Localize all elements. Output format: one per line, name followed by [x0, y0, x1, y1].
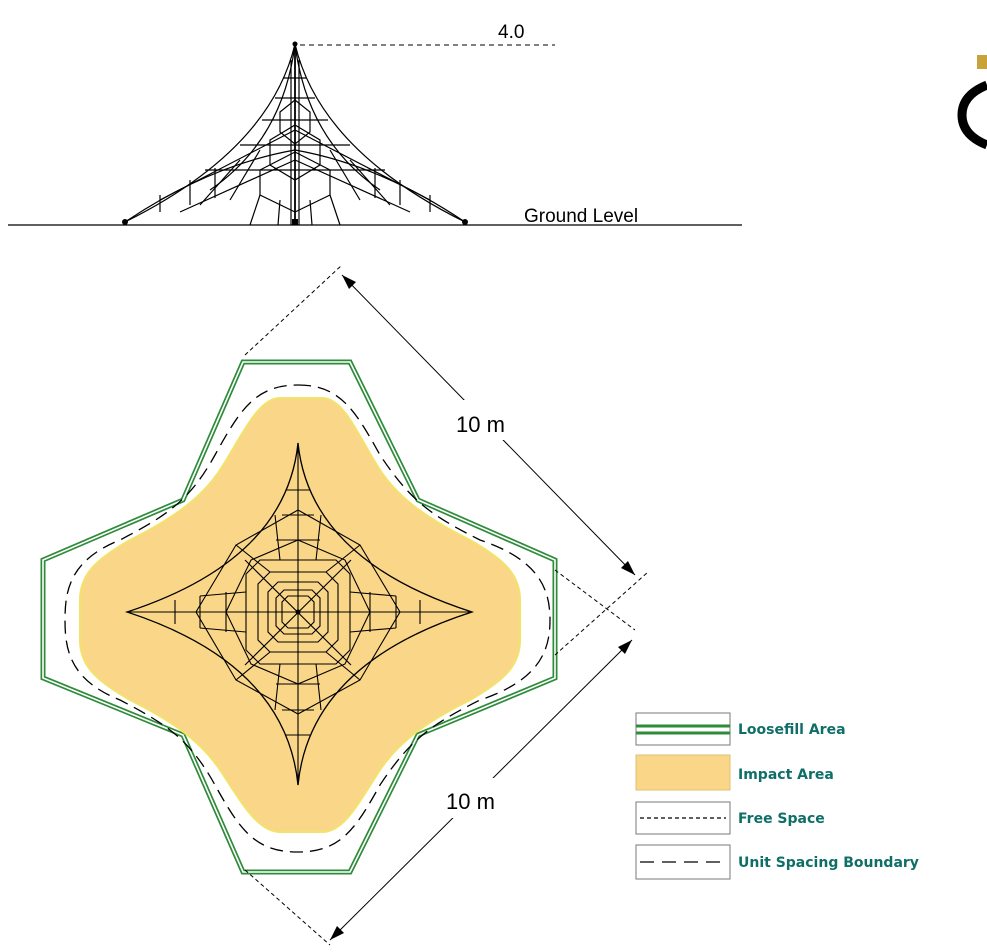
climbing-net-elevation — [124, 43, 466, 226]
dimension-upper-label: 10 m — [456, 412, 505, 437]
legend-item-unit-spacing: Unit Spacing Boundary — [635, 844, 919, 880]
height-label: 4.0 — [498, 22, 524, 43]
unit-spacing-boundary — [64, 384, 551, 853]
anchor-left — [122, 219, 128, 225]
legend: Loosefill Area Impact Area Free Space Un… — [635, 712, 919, 880]
legend-item-impact: Impact Area — [635, 754, 834, 791]
legend-label-loosefill: Loosefill Area — [738, 722, 846, 738]
plan-anchor-center — [295, 609, 301, 615]
brand-logo — [957, 55, 987, 150]
plan-view: 10 m 10 m — [40, 264, 649, 946]
legend-label-free-space: Free Space — [738, 811, 825, 827]
elevation-view: 4.0 Ground Level — [8, 22, 742, 227]
legend-item-loosefill: Loosefill Area — [635, 712, 846, 746]
ground-level-label: Ground Level — [524, 206, 638, 227]
dimension-lower-mask — [442, 778, 512, 818]
dimension-upper-mask — [452, 400, 522, 440]
anchor-right — [462, 219, 468, 225]
free-space-lines — [244, 264, 649, 946]
legend-item-free-space: Free Space — [635, 801, 825, 835]
apex — [292, 41, 298, 47]
legend-label-unit-spacing: Unit Spacing Boundary — [738, 855, 919, 871]
legend-label-impact: Impact Area — [738, 767, 834, 783]
dimension-lower-label: 10 m — [446, 789, 495, 814]
anchor-center — [292, 219, 298, 225]
